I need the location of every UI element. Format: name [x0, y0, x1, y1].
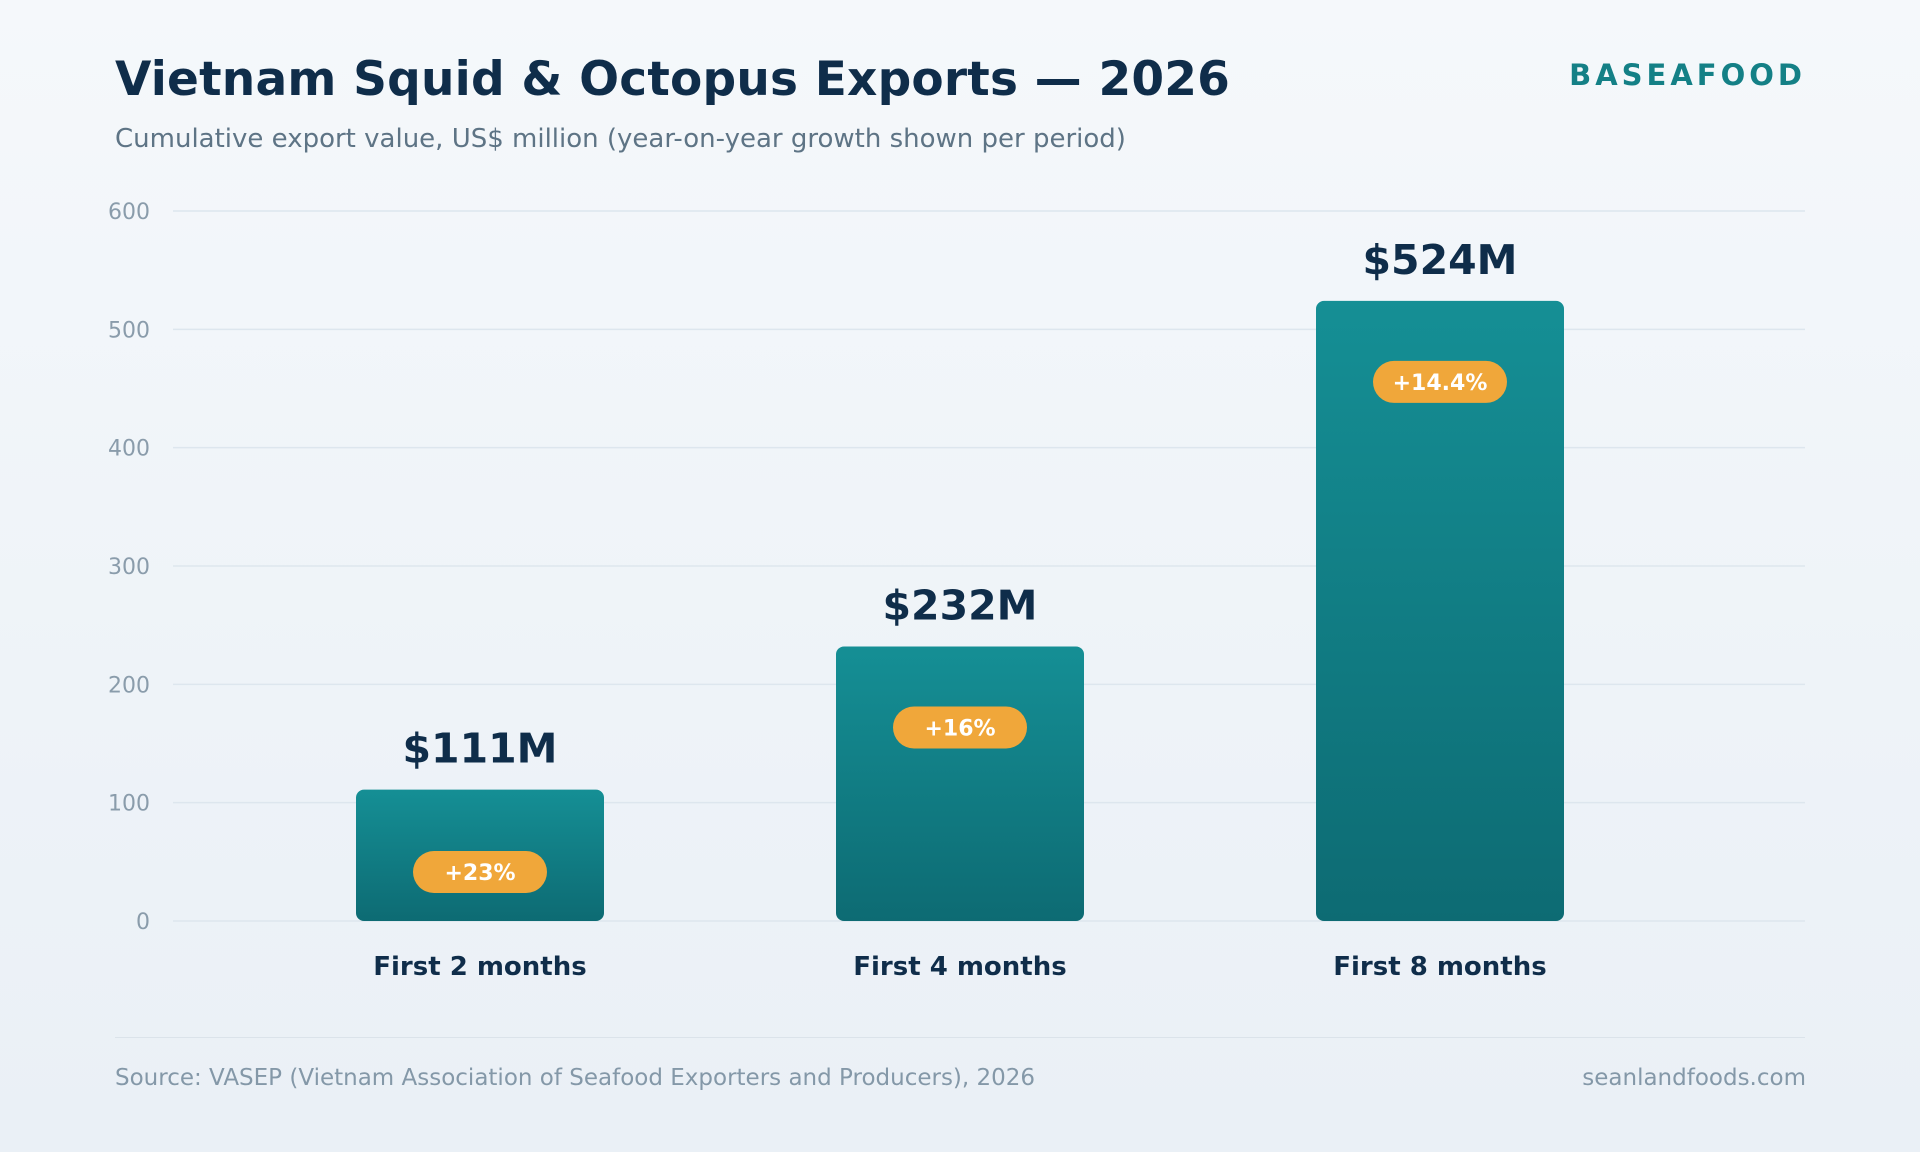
x-category-label: First 4 months: [853, 952, 1066, 982]
growth-badge-label: +14.4%: [1393, 371, 1488, 396]
bar: [836, 646, 1084, 921]
source-note: Source: VASEP (Vietnam Association of Se…: [115, 1065, 1036, 1091]
y-tick-label: 100: [108, 792, 150, 817]
bar: [1316, 300, 1564, 921]
y-tick-label: 200: [108, 673, 150, 698]
footer-divider: [115, 1037, 1805, 1038]
y-tick-label: 500: [108, 318, 150, 343]
growth-badge-label: +23%: [444, 861, 515, 886]
y-axis-ticks: 0 100 200 300 400 500 600: [108, 200, 150, 935]
growth-badge-label: +16%: [924, 716, 995, 741]
y-tick-label: 300: [108, 555, 150, 580]
y-tick-label: 0: [136, 910, 150, 935]
value-label: $111M: [403, 725, 558, 773]
chart-title: Vietnam Squid & Octopus Exports — 2026: [115, 52, 1231, 107]
growth-badge: [893, 706, 1027, 749]
x-category-label: First 8 months: [1333, 952, 1546, 982]
y-tick-label: 400: [108, 437, 150, 462]
brand-logo-text: BASEAFOOD: [1569, 58, 1806, 92]
growth-badge: [1373, 360, 1507, 403]
site-url: seanlandfoods.com: [1582, 1065, 1806, 1091]
chart-subtitle: Cumulative export value, US$ million (ye…: [115, 124, 1126, 154]
bar-labels: $111M +23% First 2 months $232M +16% First 4 …: [373, 236, 1546, 982]
y-tick-label: 600: [108, 200, 150, 225]
value-label: $524M: [1363, 236, 1518, 284]
value-label: $232M: [883, 581, 1038, 629]
x-category-label: First 2 months: [373, 952, 586, 982]
growth-badge: [413, 851, 547, 893]
bar-chart: 0 100 200 300 400 500 600 $111M +23% First 2 mon…: [108, 200, 1805, 982]
